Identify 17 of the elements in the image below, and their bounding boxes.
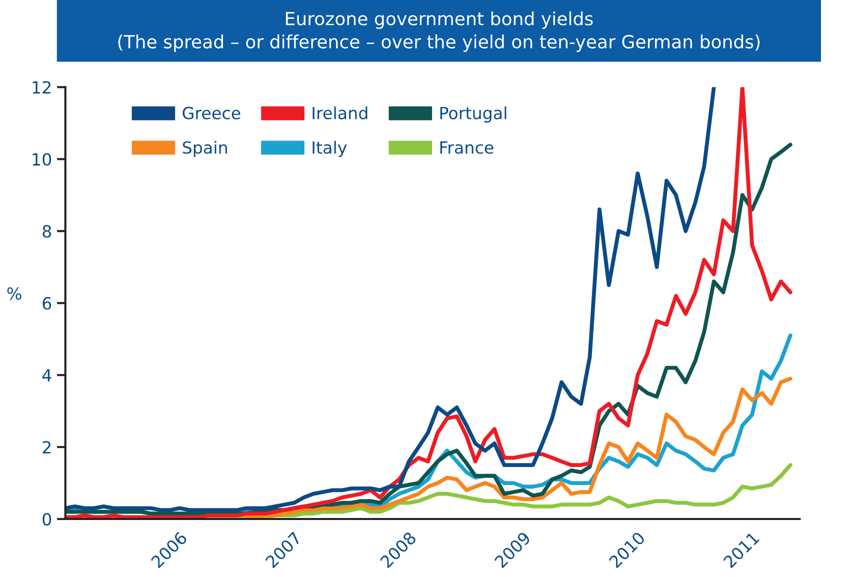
legend-label: France <box>440 141 494 154</box>
y-tick-label: 0 <box>42 512 52 526</box>
y-tick-label: 2 <box>42 440 51 454</box>
y-tick-label: 4 <box>42 369 52 382</box>
legend-label: Portugal <box>440 106 506 123</box>
chart-title: Eurozone government bond yields <box>286 11 593 29</box>
legend-label: Ireland <box>312 106 368 120</box>
y-tick-label: 6 <box>42 297 52 310</box>
y-axis-title: % <box>7 287 22 300</box>
legend-label: Greece <box>182 106 240 120</box>
line-series <box>244 376 792 520</box>
chart-subtitle: (The spread – or difference – over the yield on ten-year German bonds) <box>118 34 760 52</box>
y-tick-label: 12 <box>32 81 51 94</box>
y-tick-label: 10 <box>32 153 52 166</box>
y-tick-label: 8 <box>42 225 52 238</box>
legend-label: Spain <box>182 140 227 158</box>
legend-label: Italy <box>312 140 347 158</box>
